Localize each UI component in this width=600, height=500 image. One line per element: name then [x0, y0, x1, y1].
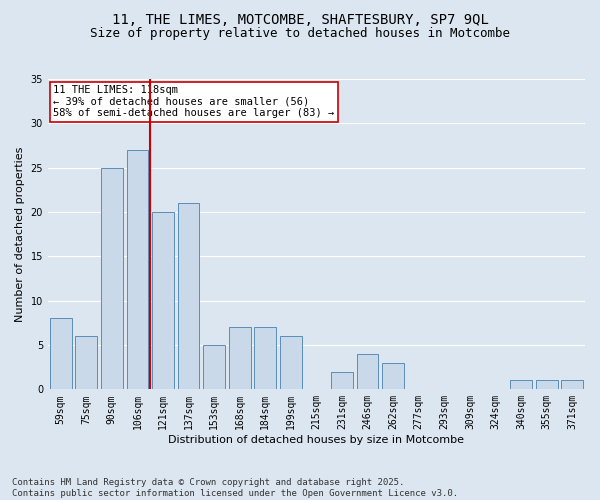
Bar	[254, 328, 276, 390]
Bar	[203, 345, 225, 390]
Bar	[76, 336, 97, 390]
Bar	[357, 354, 379, 390]
Bar	[510, 380, 532, 390]
Bar	[50, 318, 71, 390]
Bar	[280, 336, 302, 390]
Bar	[127, 150, 148, 390]
X-axis label: Distribution of detached houses by size in Motcombe: Distribution of detached houses by size …	[169, 435, 464, 445]
Text: Size of property relative to detached houses in Motcombe: Size of property relative to detached ho…	[90, 28, 510, 40]
Text: 11, THE LIMES, MOTCOMBE, SHAFTESBURY, SP7 9QL: 11, THE LIMES, MOTCOMBE, SHAFTESBURY, SP…	[112, 12, 488, 26]
Bar	[562, 380, 583, 390]
Bar	[101, 168, 123, 390]
Bar	[152, 212, 174, 390]
Bar	[331, 372, 353, 390]
Text: Contains HM Land Registry data © Crown copyright and database right 2025.
Contai: Contains HM Land Registry data © Crown c…	[12, 478, 458, 498]
Bar	[178, 203, 199, 390]
Bar	[536, 380, 557, 390]
Y-axis label: Number of detached properties: Number of detached properties	[15, 146, 25, 322]
Bar	[382, 362, 404, 390]
Bar	[229, 328, 251, 390]
Text: 11 THE LIMES: 118sqm
← 39% of detached houses are smaller (56)
58% of semi-detac: 11 THE LIMES: 118sqm ← 39% of detached h…	[53, 85, 335, 118]
